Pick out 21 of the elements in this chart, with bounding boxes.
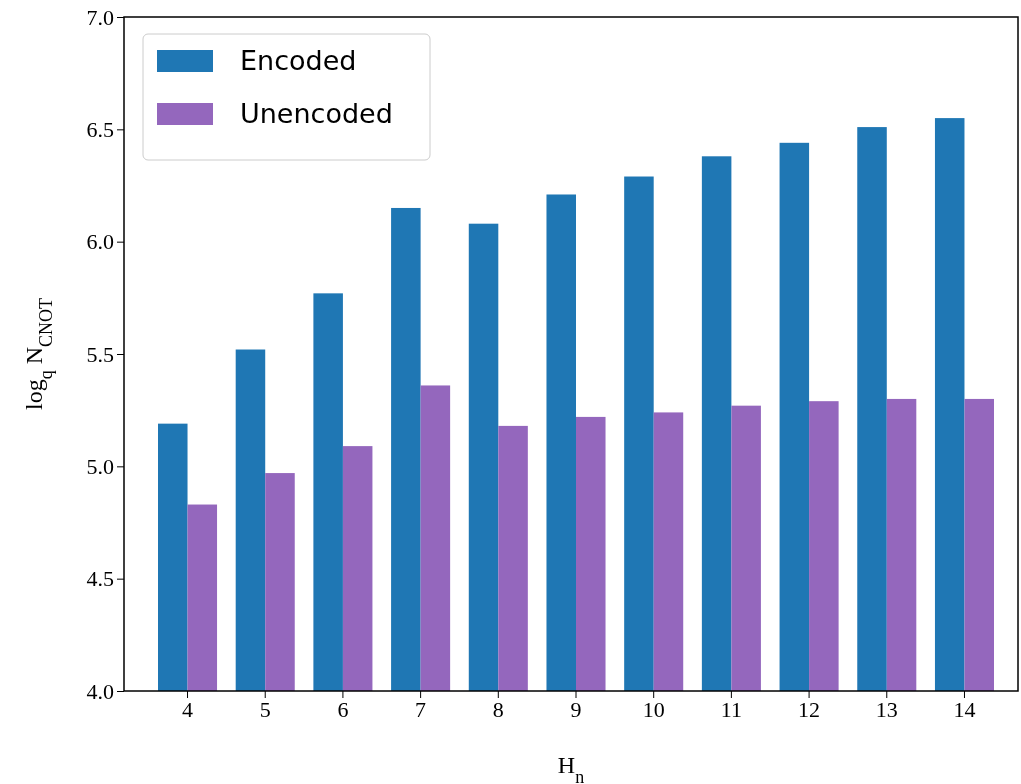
y-tick-label: 7.0	[86, 4, 114, 30]
x-tick-label: 8	[492, 696, 504, 722]
x-tick-label: 10	[642, 696, 665, 722]
x-tick-label: 9	[570, 696, 582, 722]
x-tick-label: 14	[953, 696, 976, 722]
y-tick-label: 4.0	[86, 678, 114, 704]
y-tick-label: 5.5	[86, 341, 114, 367]
y-tick-label: 4.5	[86, 566, 114, 592]
x-tick-label: 4	[182, 696, 194, 722]
y-tick-label: 6.0	[86, 229, 114, 255]
x-tick-label: 5	[259, 696, 271, 722]
x-tick-label: 13	[875, 696, 898, 722]
legend-label: Unencoded	[240, 98, 393, 129]
x-axis-title: H$_{n}$	[557, 752, 585, 784]
x-tick-label: 12	[798, 696, 821, 722]
x-tick-label: 7	[415, 696, 427, 722]
x-tick-label: 6	[337, 696, 349, 722]
x-tick-label: 11	[720, 696, 742, 722]
legend-label: Encoded	[240, 45, 357, 76]
y-tick-label: 6.5	[86, 116, 114, 142]
y-tick-label: 5.0	[86, 453, 114, 479]
